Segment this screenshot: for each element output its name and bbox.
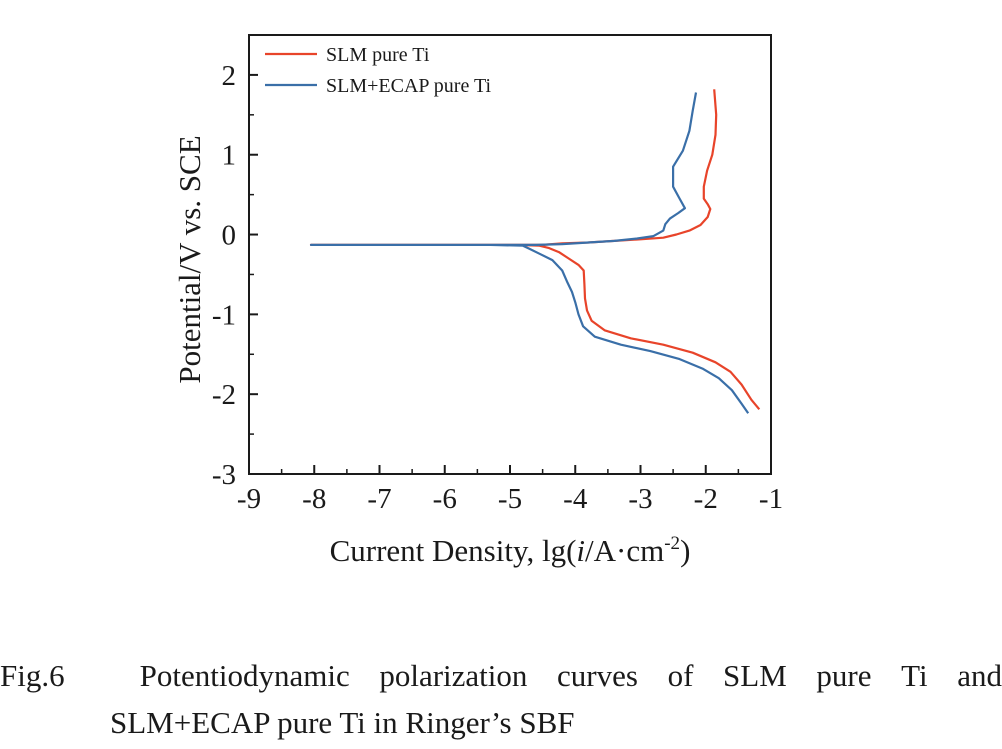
caption-word: SLM [723,658,787,693]
series-layer [309,89,761,414]
x-axis-title-part: i [576,533,585,568]
x-tick-label: -1 [759,483,783,515]
caption-word: pure [816,658,872,693]
x-tick-label: -2 [694,483,718,515]
x-tick-label: -9 [237,483,261,515]
y-axis-title: Potential/V vs. SCE [172,135,207,383]
y-tick-label: -3 [212,459,236,491]
caption-line-1: Fig.6 Potentiodynamic polarization curves o… [0,652,1002,699]
axes-layer: -9 -8 -7 -6 -5 -4 -3 -2 -1 -3 -2 -1 0 1 2 [212,34,783,515]
caption-label: Fig.6 [0,658,65,693]
x-axis-title-part: /A·cm [585,533,664,568]
plot-frame [248,34,772,475]
x-tick-label: -5 [498,483,522,515]
caption-word: and [957,658,1002,693]
caption-word: polarization [379,658,528,693]
x-axis-title-part: -2 [664,533,680,554]
caption-word: Potentiodynamic [139,658,350,693]
x-axis-title-part: Current Density, lg( [330,533,577,568]
legend-label-1: SLM pure Ti [326,44,430,66]
y-tick-label: 0 [222,220,237,252]
caption-line-2: SLM+ECAP pure Ti in Ringer’s SBF [110,705,575,740]
x-tick-label: -4 [563,483,588,515]
y-tick-label: -2 [212,379,236,411]
legend: SLM pure Ti SLM+ECAP pure Ti [265,44,491,97]
figure-caption: Fig.6 Potentiodynamic polarization curves o… [0,652,1002,746]
x-axis-title: Current Density, lg(i/A·cm-2) [330,533,691,568]
x-tick-label: -8 [302,483,326,515]
legend-label-2: SLM+ECAP pure Ti [326,75,491,97]
x-tick-label: -3 [628,483,652,515]
caption-word: curves [557,658,638,693]
y-tick-label: 2 [222,60,237,92]
x-axis-title-part: ) [680,533,690,568]
x-tick-label: -7 [367,483,391,515]
series-line-1 [309,89,761,411]
caption-word: of [667,658,694,693]
y-tick-label: -1 [212,299,236,331]
y-tick-label: 1 [222,140,237,172]
caption-word: Ti [901,658,928,693]
series-line-2 [309,92,750,414]
x-tick-label: -6 [433,483,457,515]
